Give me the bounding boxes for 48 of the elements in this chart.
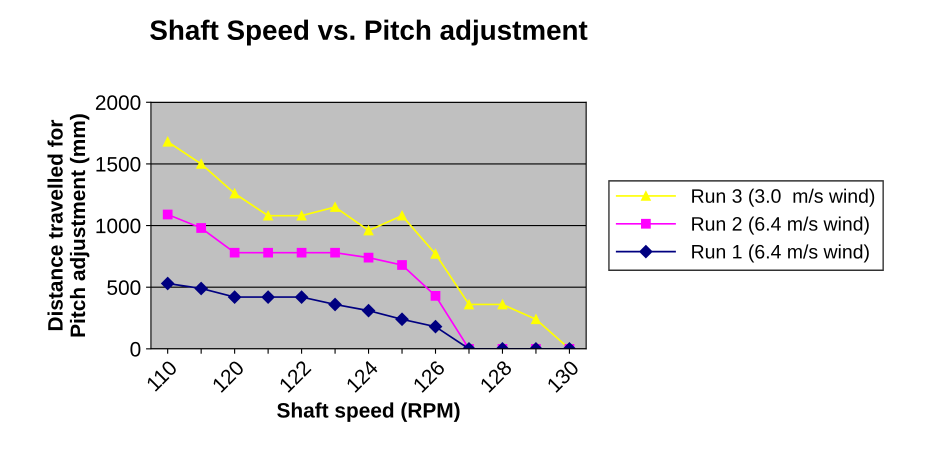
point [196, 223, 206, 233]
x-axis-title: Shaft speed (RPM) [277, 402, 460, 422]
point [397, 260, 407, 270]
point [430, 290, 440, 301]
point [263, 248, 273, 258]
point [498, 300, 508, 310]
point [364, 226, 374, 236]
y-axis-title: Distance travelled for Pitch adjustment (mm) [47, 114, 90, 336]
x-tick-label: 126 [412, 360, 446, 393]
x-tick-label: 120 [212, 360, 245, 393]
point [194, 282, 208, 296]
point [362, 304, 376, 318]
y-tick-label: 500 [107, 280, 140, 295]
x-tick-label: 128 [479, 360, 513, 393]
point [296, 210, 306, 221]
point [228, 290, 242, 304]
x-tick-label: 122 [278, 360, 312, 393]
point [464, 300, 474, 310]
point [263, 210, 273, 221]
x-tick-label: 110 [146, 360, 178, 392]
point [531, 314, 541, 324]
point [161, 276, 174, 290]
point [262, 290, 275, 304]
point [430, 249, 440, 259]
legend-label: Run 2 (6.4 m/s wind) [692, 216, 869, 235]
y-tick-label: 0 [130, 342, 140, 357]
x-tick-label: 124 [345, 359, 379, 393]
y-tick-label: 1500 [96, 156, 140, 172]
point [162, 210, 173, 220]
point [364, 252, 374, 262]
chart-title: Shaft Speed vs. Pitch adjustment [150, 20, 588, 46]
y-tick-label: 1000 [96, 218, 140, 234]
point [328, 298, 342, 312]
y-tick-label: 2000 [96, 95, 140, 110]
legend-label: Run 1 (6.4 m/s wind) [692, 244, 869, 262]
point [162, 136, 173, 147]
point [196, 159, 206, 169]
point [230, 248, 240, 258]
point [296, 248, 306, 258]
point [397, 210, 407, 221]
point [428, 320, 442, 334]
point [395, 312, 409, 326]
point [295, 290, 308, 304]
legend-label: Run 3 (3.0 m/s wind) [692, 188, 874, 207]
point [330, 202, 340, 212]
x-tick-label: 130 [546, 360, 580, 393]
point [330, 248, 340, 258]
point [230, 188, 240, 198]
